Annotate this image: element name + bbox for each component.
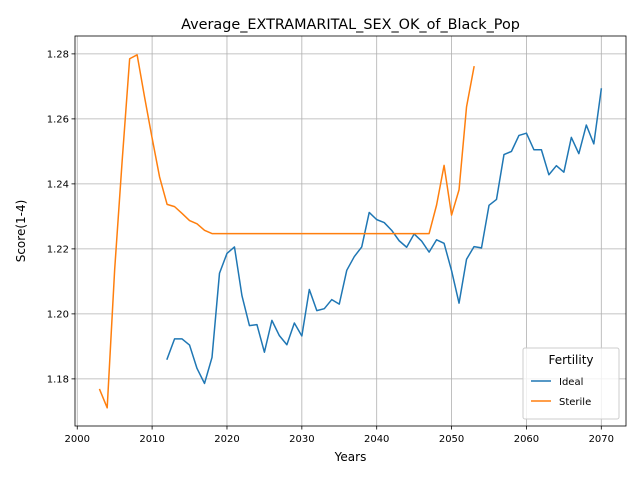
legend-entries: Ideal Sterile <box>531 377 591 408</box>
y-tick-label: 1.24 <box>47 179 69 190</box>
x-tick-label: 2060 <box>514 434 539 445</box>
plot-frame <box>74 35 627 427</box>
legend-label-ideal: Ideal <box>559 377 583 388</box>
y-tick-label: 1.18 <box>47 374 69 385</box>
series-line-ideal <box>166 88 603 385</box>
x-tick-label: 2020 <box>214 434 239 445</box>
x-axis-label: Years <box>334 450 367 464</box>
y-tick-label: 1.26 <box>47 114 69 125</box>
grid <box>75 36 626 426</box>
y-axis-label: Score(1-4) <box>14 200 28 263</box>
series-line-sterile <box>98 54 475 409</box>
x-tick-label: 2040 <box>364 434 389 445</box>
x-tick-label: 2010 <box>139 434 164 445</box>
x-tick-label: 2070 <box>589 434 614 445</box>
y-tick-label: 1.22 <box>47 244 69 255</box>
x-tick-label: 2030 <box>289 434 314 445</box>
y-tick-label: 1.20 <box>47 309 69 320</box>
chart-title: Average_EXTRAMARITAL_SEX_OK_of_Black_Pop <box>181 17 520 33</box>
y-tick-label: 1.28 <box>47 49 69 60</box>
x-tick-label: 2000 <box>65 434 90 445</box>
legend-title: Fertility <box>548 353 593 367</box>
axis-ticks: 2000 2010 2020 2030 2040 2050 2060 2070 1.18 1.20… <box>47 49 614 445</box>
legend-label-sterile: Sterile <box>559 397 591 408</box>
x-tick-label: 2050 <box>439 434 464 445</box>
series-layer <box>98 54 603 409</box>
legend: Fertility Ideal Sterile <box>522 347 620 420</box>
